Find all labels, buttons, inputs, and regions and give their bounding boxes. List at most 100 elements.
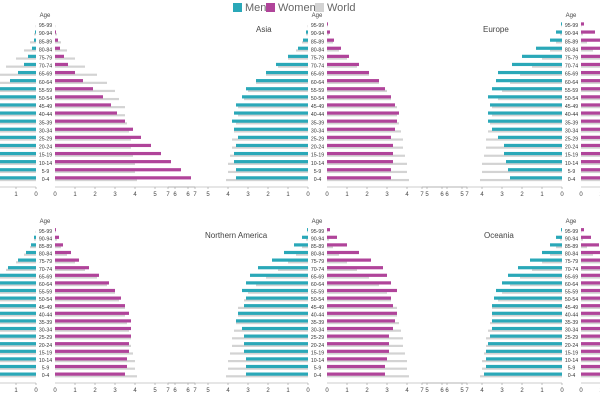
chart-3-women-bar	[581, 30, 595, 34]
chart-3-women-bar	[581, 151, 600, 156]
chart-1-world-bar-men-side	[0, 130, 36, 133]
chart-6-age-tick: 10-14	[565, 358, 578, 364]
chart-3-world-bar-men-side	[542, 57, 562, 60]
chart-5-women-bar	[327, 243, 347, 247]
chart-5-men-bar	[258, 266, 308, 270]
chart-1-world-bar-men-side	[0, 81, 36, 84]
chart-5-world-bar-women-side	[327, 253, 339, 256]
chart-2-age-tick: 60-64	[311, 80, 324, 86]
chart-4-world-bar-women-side	[55, 276, 97, 279]
chart-5-world-bar-men-side	[232, 337, 308, 340]
chart-4-women-bar	[55, 258, 79, 262]
chart-5-x-tick-label: 7	[465, 388, 469, 394]
chart-3-women-bar	[581, 127, 600, 131]
chart-1-x-tick-label: 0	[34, 192, 38, 198]
chart-1-world-bar-women-side	[55, 130, 129, 133]
chart-4-x-tick-label: 1	[14, 388, 18, 394]
chart-1-women-bar	[55, 54, 64, 58]
chart-1-men-bar	[35, 30, 36, 34]
chart-6-men-bar	[486, 364, 562, 369]
chart-1-men-bar	[0, 95, 36, 99]
chart-6-x-tick-label: 4	[480, 388, 484, 394]
chart-1-women-bar	[55, 111, 117, 115]
chart-4-world-bar-men-side	[0, 306, 36, 309]
legend: Men Women World	[0, 0, 600, 16]
chart-5-x-tick-label: 2	[365, 388, 369, 394]
chart-6-x-tick-label: 7	[420, 388, 424, 394]
chart-5-women-bar	[327, 288, 397, 293]
chart-5-world-bar-women-side	[327, 360, 407, 363]
chart-3-world-bar-men-side	[490, 122, 562, 125]
chart-1-x-tick-label: 5	[153, 192, 157, 198]
chart-2-x-tick-label: 3	[246, 192, 250, 198]
chart-6-age-tick: 35-39	[565, 320, 578, 326]
chart-2-men-bar	[234, 111, 308, 115]
chart-4-world-bar-men-side	[0, 322, 36, 325]
chart-1-world-bar-men-side	[0, 162, 36, 165]
chart-3-world-bar-women-side	[581, 89, 600, 93]
chart-3-age-tick: 25-29	[565, 136, 578, 142]
chart-3-women-bar	[581, 22, 584, 26]
chart-5-men-bar	[244, 349, 308, 353]
chart-1-world-bar-men-side	[0, 122, 36, 125]
chart-5-women-bar	[327, 296, 391, 300]
chart-5-age-tick: 55-59	[311, 290, 324, 296]
chart-3-age-tick: 80-84	[565, 47, 578, 53]
chart-3-world-bar-men-side	[484, 154, 562, 157]
chart-3-world-bar-women-side	[581, 162, 600, 165]
chart-6-x-tick-label: 2	[520, 388, 524, 394]
chart-4-x-tick-label: 2	[93, 388, 97, 394]
legend-swatch-men	[233, 3, 242, 12]
chart-1-men-bar	[34, 38, 36, 42]
chart-6-men-bar	[492, 319, 562, 323]
chart-6-world-bar-women-side	[581, 329, 600, 332]
chart-6-x-tick-label: 6	[440, 388, 444, 394]
chart-2-women-bar	[327, 22, 328, 26]
chart-3-women-bar	[581, 168, 600, 172]
chart-5-men-bar	[246, 281, 308, 285]
chart-1-men-bar	[0, 151, 36, 156]
chart-1-x-tick-label: 0	[53, 192, 57, 198]
chart-4-world-bar-women-side	[55, 314, 125, 317]
chart-4-age-tick: 35-39	[39, 320, 52, 326]
chart-2-men-bar	[303, 38, 308, 42]
chart-2-women-bar	[327, 79, 379, 83]
chart-2-x-tick-label: 1	[286, 192, 290, 198]
chart-3-age-tick: 20-24	[565, 145, 578, 151]
chart-5-women-bar	[327, 311, 397, 315]
chart-1-women-bar	[55, 168, 181, 172]
chart-5-world-bar-women-side	[327, 291, 387, 294]
chart-4-age-tick: 85-89	[39, 244, 52, 250]
chart-2-women-bar	[327, 151, 393, 156]
chart-3-x-tick-label: 1	[540, 192, 544, 198]
chart-6-women-bar	[581, 342, 600, 346]
chart-1-age-tick: 5-9	[42, 169, 50, 175]
chart-6-world-bar-women-side	[581, 291, 600, 294]
chart-2-women-bar	[327, 168, 391, 172]
chart-6-men-bar	[502, 281, 562, 285]
chart-2-age-tick: 0-4	[314, 177, 322, 183]
chart-1-world-bar-men-side	[0, 89, 36, 93]
chart-6-age-tick: 75-79	[565, 259, 578, 265]
chart-2-title: Asia	[256, 25, 272, 34]
chart-5-age-tick: 40-44	[311, 312, 324, 318]
chart-3-women-bar	[581, 79, 600, 83]
chart-6-world-bar-women-side	[581, 246, 587, 249]
chart-1-women-bar	[55, 135, 141, 139]
chart-4-world-bar-men-side	[34, 238, 36, 241]
chart-6-x-tick-label: 1	[540, 388, 544, 394]
chart-4-x-tick-label: 0	[34, 388, 38, 394]
chart-3-men-bar	[496, 79, 562, 83]
chart-5-men-bar	[244, 334, 308, 338]
chart-6-age-label: Age	[566, 219, 577, 225]
chart-1-men-bar	[0, 176, 36, 180]
chart-2-world-bar-men-side	[302, 41, 308, 44]
chart-6-world-bar-women-side	[581, 253, 593, 256]
chart-2-x-tick-label: 7	[465, 192, 469, 198]
chart-5-x-tick-label: 7	[166, 388, 170, 394]
chart-2-world-bar-women-side	[327, 162, 407, 165]
chart-6-world-bar-men-side	[560, 238, 562, 241]
chart-6-men-bar	[492, 326, 562, 331]
chart-1-world-bar-men-side	[0, 114, 36, 117]
chart-5-world-bar-women-side	[327, 314, 397, 317]
